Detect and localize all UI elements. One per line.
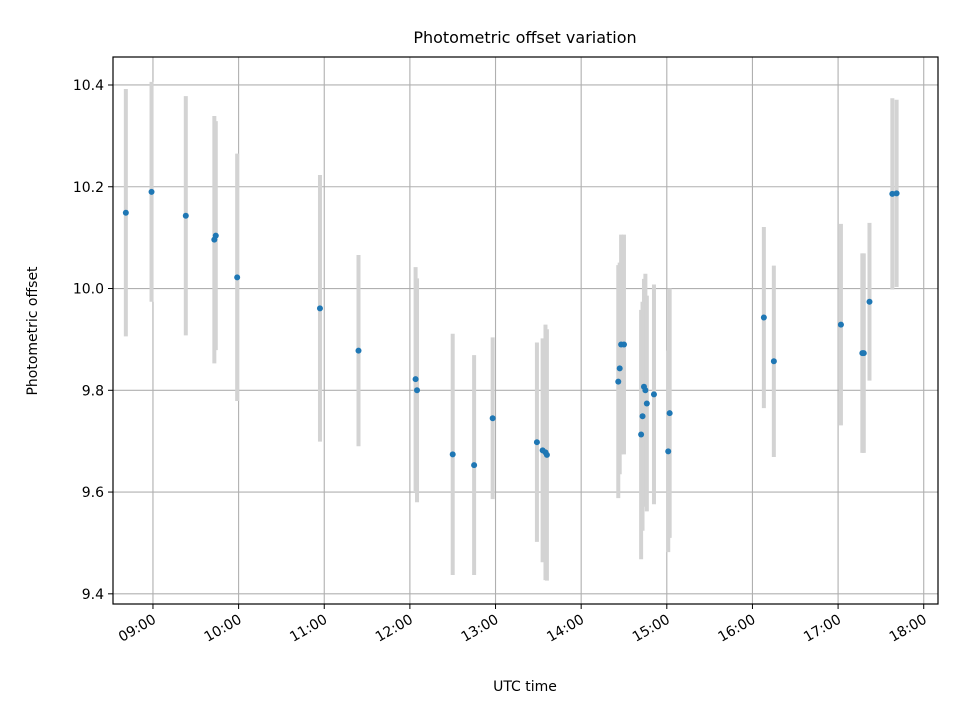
data-point [642,387,649,394]
data-point [760,314,767,321]
data-point [643,400,650,407]
chart-title: Photometric offset variation [413,28,636,47]
data-point [182,212,189,219]
plot-frame [112,56,939,605]
y-axis-label: Photometric offset [25,266,41,396]
data-point [489,415,496,422]
data-point [122,209,129,216]
data-point [355,347,362,354]
data-point [412,376,419,383]
data-point [316,305,323,312]
data-point [234,274,241,281]
y-tick-label: 10.4 [73,78,104,94]
data-point [471,462,478,469]
grid [113,57,938,604]
data-point [650,391,657,398]
y-tick-label: 10.0 [73,282,104,298]
data-point [449,451,456,458]
y-tick-label: 9.8 [82,383,104,399]
data-point [837,321,844,328]
data-point [666,410,673,417]
data-point [620,341,627,348]
data-point [615,378,622,385]
y-tick-label: 10.2 [73,180,104,196]
data-point [665,448,672,455]
data-point [212,232,219,239]
data-point [414,387,421,394]
y-axis: 9.4 9.6 9.8 10.0 10.2 10.4 [73,78,113,603]
data-point [860,350,867,357]
data-point [638,431,645,438]
data-points [122,188,900,469]
data-point [616,365,623,372]
data-point [639,413,646,420]
data-point [893,190,900,197]
data-point [533,439,540,446]
data-point [148,188,155,195]
data-point [543,451,550,458]
y-tick-label: 9.6 [82,485,104,501]
x-axis-label: UTC time [493,679,557,695]
data-point [866,298,873,305]
data-point [770,358,777,365]
y-tick-label: 9.4 [82,587,104,603]
